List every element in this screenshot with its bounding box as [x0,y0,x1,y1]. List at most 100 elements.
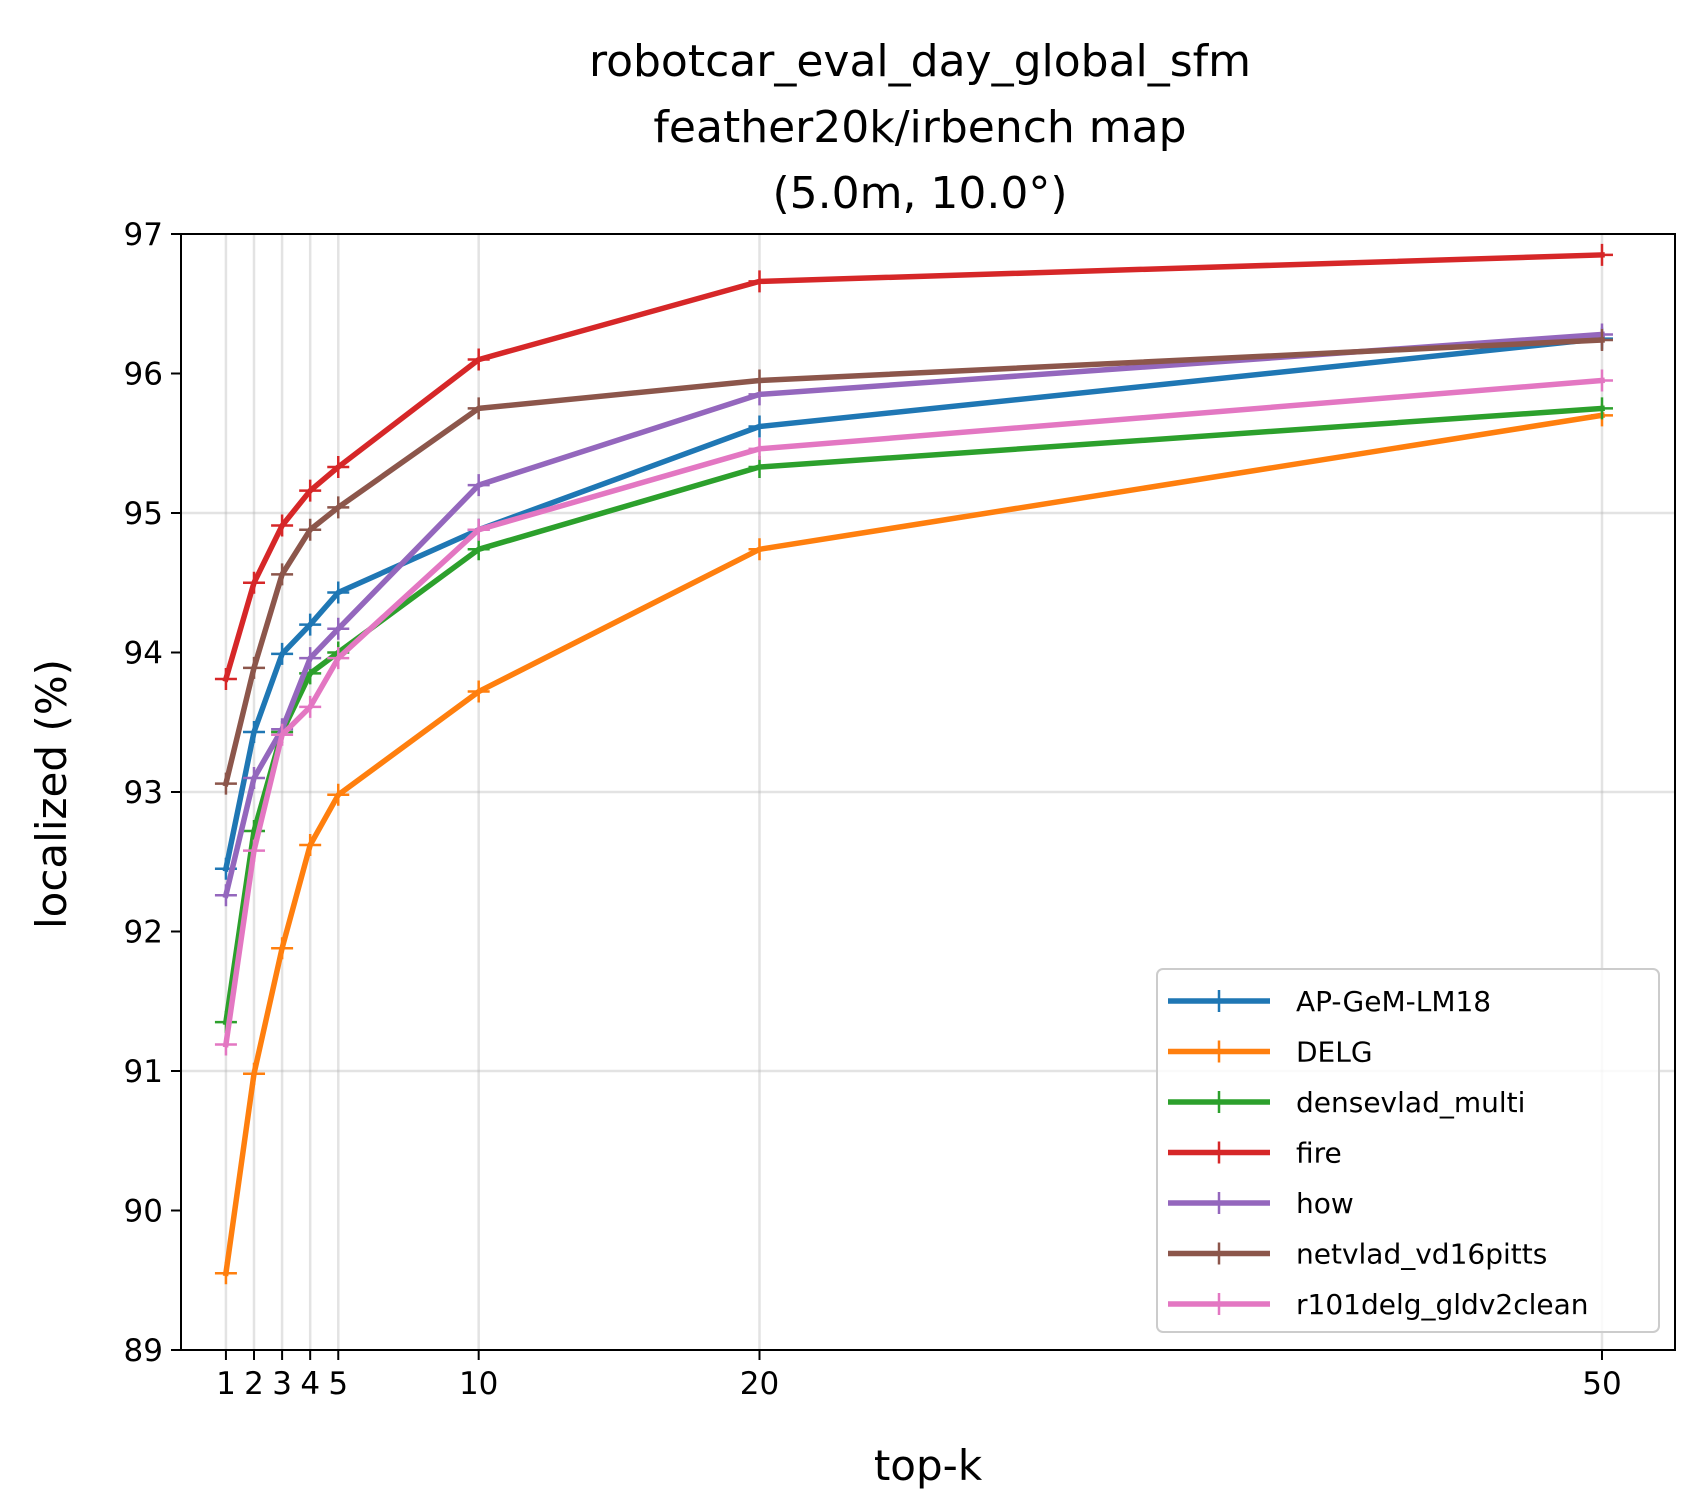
data-point-netvlad_vd16pitts-1 [214,772,237,795]
data-point-netvlad_vd16pitts-4 [299,518,322,541]
data-point-DELG-3 [271,937,294,960]
series-AP-GeM-LM18 [214,327,1613,880]
data-point-DELG-1 [214,1262,237,1285]
data-point-fire-50 [1590,243,1613,266]
legend-marker-DELG [1208,1040,1230,1063]
data-point-AP-GeM-LM18-20 [748,415,771,438]
y-tick-label-93: 93 [124,775,163,811]
series-r101delg_gldv2clean [214,369,1613,1056]
chart-title-line-1: robotcar_eval_day_global_sfm [589,36,1251,87]
legend-item-netvlad_vd16pitts: netvlad_vd16pitts [1168,1238,1547,1271]
legend-label-how: how [1296,1187,1354,1220]
data-point-AP-GeM-LM18-5 [327,581,350,604]
legend-marker-how [1208,1192,1230,1214]
y-tick-label-92: 92 [124,915,163,951]
data-point-netvlad_vd16pitts-2 [243,656,266,679]
data-point-fire-4 [299,479,322,502]
legend-item-fire: fire [1168,1137,1342,1170]
series-lines [214,243,1613,1285]
x-tick-label-4: 4 [300,1366,320,1402]
legend-label-AP-GeM-LM18: AP-GeM-LM18 [1296,985,1491,1018]
data-point-how-1 [214,884,237,907]
data-point-DELG-10 [467,680,490,703]
legend-item-how: how [1168,1187,1354,1220]
data-point-AP-GeM-LM18-4 [299,613,322,636]
data-point-r101delg_gldv2clean-10 [467,518,490,541]
data-point-r101delg_gldv2clean-20 [748,437,771,460]
y-tick-label-89: 89 [124,1333,163,1369]
y-tick-label-94: 94 [124,636,163,672]
legend-item-r101delg_gldv2clean: r101delg_gldv2clean [1168,1288,1589,1321]
x-tick-label-5: 5 [328,1366,348,1402]
x-tick-label-3: 3 [272,1366,292,1402]
series-netvlad_vd16pitts [214,329,1613,795]
x-tick-label-20: 20 [740,1366,779,1402]
data-point-fire-1 [214,668,237,691]
series-line-r101delg_gldv2clean [222,377,1605,1048]
series-line-densevlad_multi [222,405,1605,1026]
legend-label-DELG: DELG [1296,1036,1373,1069]
axis-ticks: 89 90 91 92 93 94 95 96 97 1 2 3 4 5 10 20 50 [124,217,1622,1402]
data-point-netvlad_vd16pitts-50 [1590,329,1613,352]
data-point-DELG-2 [243,1062,266,1085]
y-tick-label-96: 96 [124,357,163,393]
data-point-fire-20 [748,270,771,293]
y-tick-label-95: 95 [124,496,163,532]
x-tick-label-1: 1 [216,1366,236,1402]
data-point-AP-GeM-LM18-2 [243,721,266,744]
series-how [214,323,1613,907]
data-point-DELG-5 [327,783,350,806]
legend-label-fire: fire [1296,1137,1342,1170]
data-point-r101delg_gldv2clean-4 [299,695,322,718]
data-point-how-10 [467,474,490,497]
data-point-netvlad_vd16pitts-20 [748,369,771,392]
series-line-DELG [222,412,1606,1277]
data-point-r101delg_gldv2clean-5 [327,647,350,670]
data-point-DELG-4 [299,834,322,857]
data-point-how-5 [327,617,350,640]
data-point-fire-3 [271,514,294,537]
data-point-r101delg_gldv2clean-50 [1590,369,1613,392]
x-axis-label: top-k [874,1441,983,1490]
legend-marker-densevlad_multi [1208,1091,1230,1113]
data-point-fire-2 [243,571,266,594]
legend-marker-r101delg_gldv2clean [1208,1293,1230,1315]
data-point-fire-10 [467,348,490,371]
data-point-netvlad_vd16pitts-3 [271,563,294,586]
y-tick-label-91: 91 [124,1054,163,1090]
data-point-how-4 [299,647,322,670]
data-point-r101delg_gldv2clean-3 [271,723,294,746]
chart-title: robotcar_eval_day_global_sfm feather20k/… [589,36,1251,219]
data-point-fire-5 [327,455,350,478]
series-fire [214,243,1613,691]
legend-label-densevlad_multi: densevlad_multi [1296,1086,1525,1119]
data-point-AP-GeM-LM18-3 [271,642,294,665]
chart-title-line-3: (5.0m, 10.0°) [772,168,1067,219]
legend-item-AP-GeM-LM18: AP-GeM-LM18 [1168,985,1491,1018]
y-tick-label-97: 97 [124,217,163,253]
legend-box [1156,968,1660,1333]
data-point-DELG-20 [748,538,771,561]
data-point-densevlad_multi-10 [467,538,490,561]
series-line-netvlad_vd16pitts [222,337,1605,787]
series-line-AP-GeM-LM18 [222,335,1606,872]
legend-marker-netvlad_vd16pitts [1208,1242,1230,1265]
y-axis-label: localized (%) [27,659,76,929]
series-line-how [222,331,1605,899]
data-point-how-2 [243,767,266,790]
data-point-r101delg_gldv2clean-2 [243,839,266,862]
data-point-densevlad_multi-50 [1590,397,1613,420]
legend-item-densevlad_multi: densevlad_multi [1168,1086,1525,1119]
data-point-r101delg_gldv2clean-1 [214,1033,237,1056]
series-line-fire [222,252,1605,683]
legend-marker-fire [1208,1141,1230,1164]
y-tick-label-90: 90 [124,1194,163,1230]
x-tick-label-10: 10 [459,1366,498,1402]
chart-title-line-2: feather20k/irbench map [653,102,1186,153]
legend-label-r101delg_gldv2clean: r101delg_gldv2clean [1296,1288,1589,1321]
x-tick-label-50: 50 [1582,1366,1621,1402]
x-tick-label-2: 2 [244,1366,264,1402]
legend-label-netvlad_vd16pitts: netvlad_vd16pitts [1296,1238,1547,1271]
